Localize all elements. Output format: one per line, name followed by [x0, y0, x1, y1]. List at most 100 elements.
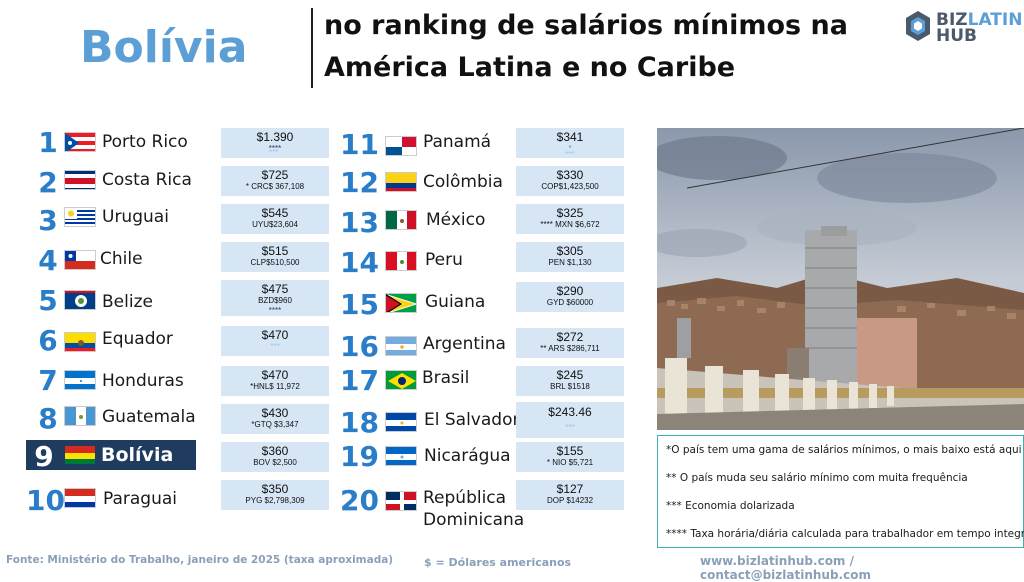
flag-dominican-republic-icon [385, 491, 417, 511]
logo-biz: BIZ [936, 10, 968, 30]
wage-box: $330 COP$1,423,500 [516, 166, 624, 196]
rank-number: 2 [38, 166, 58, 199]
wage-value: $725 [261, 168, 289, 182]
wage-box: $515 CLP$510,500 [221, 242, 329, 272]
wage-box: $243.46 *** [516, 402, 624, 438]
wage-box: $305 PEN $1,130 [516, 242, 624, 272]
ranking-row-10: 10 Paraguai [26, 482, 196, 517]
flag-peru-icon [385, 251, 417, 271]
rank-number: 3 [38, 204, 58, 237]
wage-box: $430 *GTQ $3,347 [221, 404, 329, 434]
flag-nicaragua-icon [385, 446, 417, 466]
wage-note: * NIO $5,721 [546, 458, 594, 467]
ranking-row-5: 5 Belize [30, 284, 200, 318]
ranking-row-19: 19 Nicarágua [340, 440, 511, 474]
rank-number: 18 [340, 406, 379, 439]
wage-value: $155 [556, 444, 584, 458]
wage-box: $245 BRL $1518 [516, 366, 624, 396]
wage-value: $475 [261, 282, 289, 296]
country-name-line-2: Dominicana [423, 510, 525, 530]
wage-value: $470 [261, 328, 289, 342]
ranking-row-3: 3 Uruguai [30, 200, 200, 237]
rank-number: 10 [26, 484, 65, 517]
wage-value: $350 [261, 482, 289, 496]
wage-note: *HNL$ 11,972 [250, 382, 300, 391]
wage-note: * CRC$ 367,108 [245, 182, 305, 191]
source-citation: Fonte: Ministério do Trabalho, janeiro d… [6, 554, 394, 566]
note-2: ** O país muda seu salário mínimo com mu… [666, 472, 968, 484]
wage-note: **** [268, 144, 282, 153]
wage-box: $1.390 **** [221, 128, 329, 158]
rank-number: 13 [340, 206, 379, 239]
country-name: Porto Rico [102, 132, 188, 152]
country-name: Uruguai [102, 207, 169, 227]
wage-value: $341 [556, 130, 584, 144]
wage-box: $470 *** [221, 326, 329, 356]
ranking-row-15: 15 Guiana [340, 286, 510, 321]
wage-value: $243.46 [548, 405, 592, 419]
wage-value: $430 [261, 406, 289, 420]
wage-note: BOV $2,500 [253, 458, 297, 467]
wage-value: $305 [556, 244, 584, 258]
wage-box: $272 ** ARS $286,711 [516, 328, 624, 358]
country-name: Equador [102, 329, 173, 349]
wage-stars: *** [269, 148, 279, 157]
title-divider [311, 8, 313, 88]
wage-note: CLP$510,500 [250, 258, 300, 267]
wage-box: $290 GYD $60000 [516, 282, 624, 312]
wage-value: $325 [556, 206, 584, 220]
flag-ecuador-icon [64, 332, 96, 352]
flag-panama-icon [385, 136, 417, 156]
wage-note: *GTQ $3,347 [251, 420, 299, 429]
contact-link[interactable]: www.bizlatinhub.com / contact@bizlatinhu… [700, 554, 871, 582]
wage-stars: *** [565, 150, 575, 159]
rank-number: 11 [340, 128, 379, 161]
country-name: Nicarágua [424, 446, 511, 466]
wage-box: $325 **** MXN $6,672 [516, 204, 624, 234]
wage-note: PEN $1,130 [548, 258, 592, 267]
rank-number: 12 [340, 166, 379, 199]
flag-honduras-icon [64, 370, 96, 390]
wage-note: COP$1,423,500 [541, 182, 599, 191]
country-name: México [426, 210, 486, 230]
flag-mexico-icon [385, 210, 417, 230]
flag-el-salvador-icon [385, 412, 417, 432]
ranking-row-2: 2 Costa Rica [30, 162, 200, 199]
ranking-row-14: 14 Peru [340, 244, 510, 279]
wage-box: $350 PYG $2,798,309 [221, 480, 329, 510]
flag-belize-icon [64, 290, 96, 310]
ranking-row-1: 1 Porto Rico [30, 124, 200, 159]
wage-note: **** MXN $6,672 [540, 220, 600, 229]
ranking-row-13: 13 México [340, 204, 510, 239]
flag-argentina-icon [385, 336, 417, 356]
ranking-row-12: 12 Colômbia [340, 164, 510, 199]
wage-value: $545 [261, 206, 289, 220]
wage-note: *** [270, 342, 280, 351]
rank-number: 19 [340, 440, 379, 473]
wage-note: BZD$960 [258, 296, 292, 305]
wage-stars: **** [268, 306, 282, 315]
wage-note: ** ARS $286,711 [540, 344, 600, 353]
flag-paraguay-icon [64, 488, 96, 508]
country-name: Colômbia [423, 172, 503, 192]
wage-box: $725 * CRC$ 367,108 [221, 166, 329, 196]
wage-box: $360 BOV $2,500 [221, 442, 329, 472]
wage-note: DOP $14232 [546, 496, 594, 505]
rank-number: 14 [340, 246, 379, 279]
wage-note: PYG $2,798,309 [245, 496, 305, 505]
country-name: Brasil [422, 368, 470, 388]
ranking-row-7: 7 Honduras [30, 364, 200, 398]
ranking-row-4: 4 Chile [30, 242, 200, 277]
country-name: Bolívia [101, 444, 174, 466]
logo-icon [906, 11, 930, 41]
country-name: Panamá [423, 132, 492, 152]
country-title: Bolívia [80, 22, 248, 73]
flag-bolivia-icon [64, 445, 96, 465]
wage-box: $341 * [516, 128, 624, 158]
rank-number: 5 [38, 284, 58, 317]
wage-box: $545 UYU$23,604 [221, 204, 329, 234]
flag-guyana-icon [385, 293, 417, 313]
wage-note: * [568, 144, 572, 153]
country-name: Peru [425, 250, 463, 270]
flag-colombia-icon [385, 172, 417, 192]
